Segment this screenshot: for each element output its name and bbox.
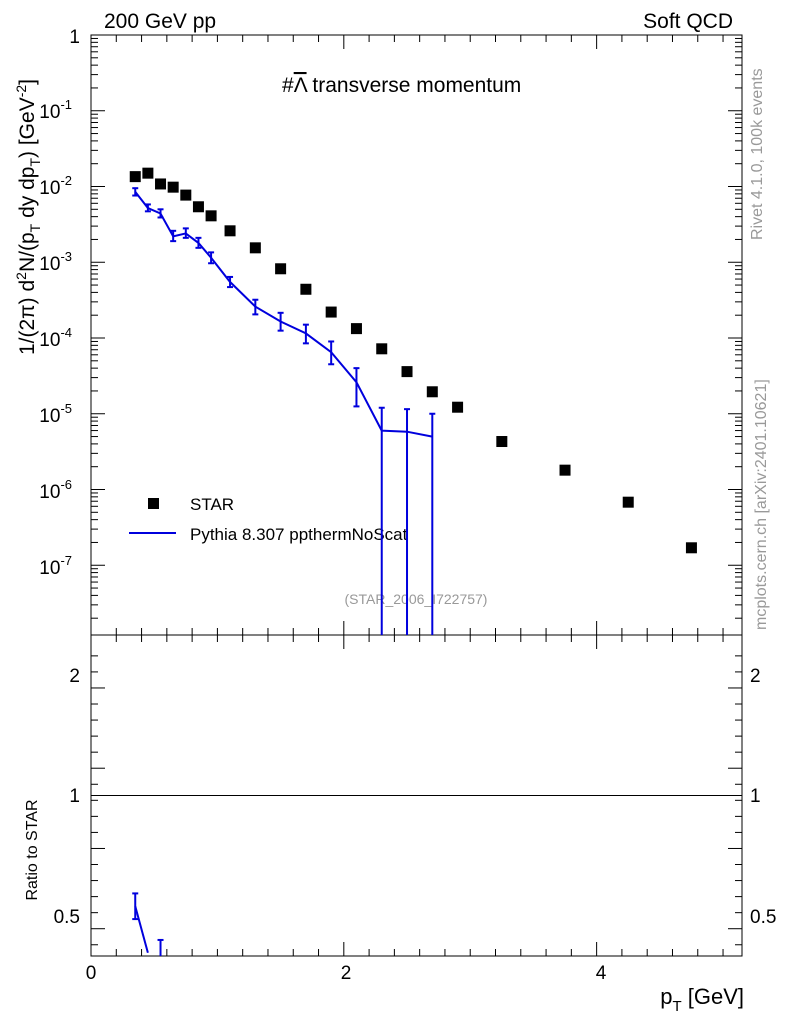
data-series bbox=[129, 167, 697, 554]
y-tick-label: 10-7 bbox=[39, 553, 72, 579]
star-data-point bbox=[155, 178, 167, 190]
ratio-tick-label-right: 1 bbox=[750, 786, 761, 807]
legend: STAR Pythia 8.307 ppthermNoScat bbox=[129, 495, 408, 544]
legend-label-pythia: Pythia 8.307 ppthermNoScat bbox=[190, 525, 408, 544]
ratio-tick-label: 1 bbox=[69, 786, 80, 807]
star-data-point bbox=[180, 189, 192, 201]
star-data-point bbox=[622, 496, 634, 508]
x-tick-label: 0 bbox=[86, 963, 97, 984]
x-tick-label: 2 bbox=[341, 963, 352, 984]
ratio-tick-label: 0.5 bbox=[54, 907, 80, 928]
mcplots-label: mcplots.cern.ch [arXiv:2401.10621] bbox=[753, 379, 770, 630]
ratio-series bbox=[132, 892, 164, 956]
mc-series bbox=[132, 187, 436, 635]
star-data-point bbox=[129, 171, 141, 183]
axis-ticks bbox=[90, 34, 742, 956]
header-left: 200 GeV pp bbox=[104, 10, 216, 33]
ratio-tick-label: 2 bbox=[69, 666, 80, 687]
y-tick-labels: 10-7 10-6 10-5 10-4 10-3 10-2 10-1 1 bbox=[39, 27, 80, 579]
chart-title: #Λ transverse momentum bbox=[282, 74, 521, 97]
star-data-point bbox=[192, 201, 204, 213]
y-tick-label: 10-6 bbox=[39, 477, 72, 503]
x-tick-labels: 0 2 4 bbox=[86, 963, 607, 984]
header-right: Soft QCD bbox=[643, 10, 733, 33]
x-tick-label: 4 bbox=[596, 963, 607, 984]
star-data-point bbox=[205, 210, 217, 222]
star-data-point bbox=[142, 167, 154, 179]
star-data-point bbox=[559, 464, 571, 476]
star-data-point bbox=[275, 263, 287, 275]
star-data-point bbox=[325, 306, 337, 318]
star-data-point bbox=[426, 386, 438, 398]
ratio-axis-label: Ratio to STAR bbox=[24, 799, 41, 900]
ratio-tick-label-right: 0.5 bbox=[750, 907, 776, 928]
ratio-tick-label-right: 2 bbox=[750, 666, 761, 687]
x-axis-label: pT [GeV] bbox=[660, 984, 744, 1015]
y-tick-label: 10-3 bbox=[39, 249, 72, 275]
ratio-line bbox=[134, 905, 149, 954]
y-tick-label: 1 bbox=[69, 27, 80, 48]
ratio-tick-labels: 0.5 1 2 0.5 1 2 bbox=[54, 666, 777, 928]
star-data-point bbox=[300, 283, 312, 295]
legend-marker-star bbox=[148, 498, 159, 509]
star-data-point bbox=[401, 366, 413, 378]
star-data-point bbox=[249, 242, 261, 254]
analysis-watermark: (STAR_2006_I722757) bbox=[345, 591, 488, 607]
star-data-point bbox=[350, 323, 362, 335]
main-plot-frame bbox=[90, 34, 743, 636]
y-tick-label: 10-1 bbox=[39, 97, 72, 123]
legend-label-star: STAR bbox=[190, 495, 234, 514]
star-data-point bbox=[496, 436, 508, 448]
rivet-label: Rivet 4.1.0, 100k events bbox=[749, 68, 766, 240]
y-tick-label: 10-4 bbox=[39, 325, 72, 351]
mc-line bbox=[134, 191, 433, 438]
y-axis-label: 1/(2π) d2N/(pT dy dpT) [GeV-2] bbox=[13, 79, 43, 355]
star-data-point bbox=[224, 225, 236, 237]
y-tick-label: 10-2 bbox=[39, 173, 72, 199]
star-data-point bbox=[376, 343, 388, 355]
star-data-point bbox=[452, 401, 464, 413]
star-data-point bbox=[685, 542, 697, 554]
star-data-point bbox=[167, 181, 179, 193]
y-tick-label: 10-5 bbox=[39, 401, 72, 427]
